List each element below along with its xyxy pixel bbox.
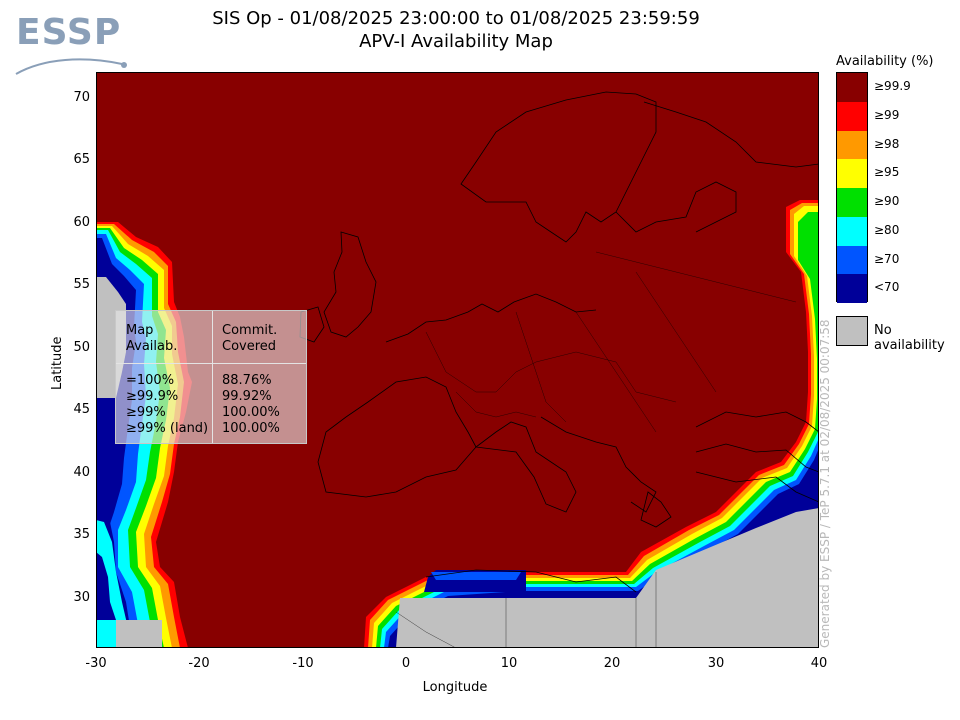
legend-item-label: ≥90 xyxy=(874,194,900,208)
y-axis-label: Latitude xyxy=(50,336,65,390)
coverage-stats-table: Map Availab. Commit. Covered =100% 88.76… xyxy=(115,310,307,444)
ytick-35: 35 xyxy=(73,527,90,542)
xtick-20: 20 xyxy=(603,656,621,671)
logo-text: ESSP xyxy=(16,12,122,53)
legend-swatch xyxy=(837,274,867,303)
legend-swatch xyxy=(837,188,867,217)
legend-title: Availability (%) xyxy=(836,54,934,69)
legend-swatch xyxy=(837,245,867,275)
stats-row-covered: 99.92% xyxy=(222,389,272,404)
map-subtitle: APV-I Availability Map xyxy=(359,31,553,52)
stats-row-covered: 100.00% xyxy=(222,421,280,436)
stats-divider-vertical xyxy=(212,311,213,443)
legend-swatch xyxy=(837,159,867,188)
ytick-30: 30 xyxy=(73,590,90,605)
ytick-65: 65 xyxy=(73,152,90,167)
legend-item-label: ≥80 xyxy=(874,222,900,237)
legend-item-label: ≥95 xyxy=(874,165,900,180)
logo-swoosh xyxy=(15,58,127,75)
legend-item-label: ≥99 xyxy=(874,107,900,122)
xtick--20: -20 xyxy=(188,656,210,671)
stats-header-availability: Map Availab. xyxy=(126,323,178,354)
xtick-40: 40 xyxy=(810,656,828,671)
plot-frame xyxy=(96,72,819,648)
country-borders xyxy=(395,251,797,648)
legend-swatch xyxy=(837,101,867,131)
ytick-50: 50 xyxy=(73,340,90,355)
legend-colorbar xyxy=(836,72,868,303)
xtick--10: -10 xyxy=(292,656,314,671)
legend-item-label: <70 xyxy=(874,280,900,295)
xtick-0: 0 xyxy=(401,656,411,671)
stats-row-covered: 100.00% xyxy=(222,405,280,420)
stats-row-covered: 88.76% xyxy=(222,373,272,388)
stats-row-availability: ≥99% (land) xyxy=(126,421,209,436)
essp-logo: ESSP xyxy=(14,12,134,82)
generated-by-note: Generated by ESSP / TeP 5.7.1 at 02/08/2… xyxy=(818,319,832,648)
stats-row-availability: ≥99.9% xyxy=(126,389,179,404)
ytick-70: 70 xyxy=(73,90,90,105)
legend-swatch xyxy=(837,216,867,246)
ytick-60: 60 xyxy=(73,215,90,230)
ytick-40: 40 xyxy=(73,465,90,480)
stats-row-availability: =100% xyxy=(126,373,175,388)
legend-item-label: ≥70 xyxy=(874,251,900,266)
legend-swatch xyxy=(837,73,867,102)
legend-swatch xyxy=(837,130,867,160)
xtick--30: -30 xyxy=(85,656,107,671)
coastlines xyxy=(299,91,819,593)
xtick-30: 30 xyxy=(707,656,725,671)
north-africa-band xyxy=(364,200,819,648)
x-axis-label: Longitude xyxy=(422,680,488,695)
ytick-45: 45 xyxy=(73,402,90,417)
ytick-55: 55 xyxy=(73,277,90,292)
map-title: SIS Op - 01/08/2025 23:00:00 to 01/08/20… xyxy=(212,8,700,29)
legend-item-label: ≥98 xyxy=(874,136,900,151)
xtick-10: 10 xyxy=(500,656,518,671)
legend-no-availability-swatch xyxy=(836,316,868,346)
legend-item-label: ≥99.9 xyxy=(874,79,911,93)
stats-header-covered: Commit. Covered xyxy=(222,323,278,354)
stats-row-availability: ≥99% xyxy=(126,405,166,420)
stats-divider-horizontal xyxy=(116,363,306,364)
legend-no-availability-label: No availability xyxy=(874,323,945,353)
